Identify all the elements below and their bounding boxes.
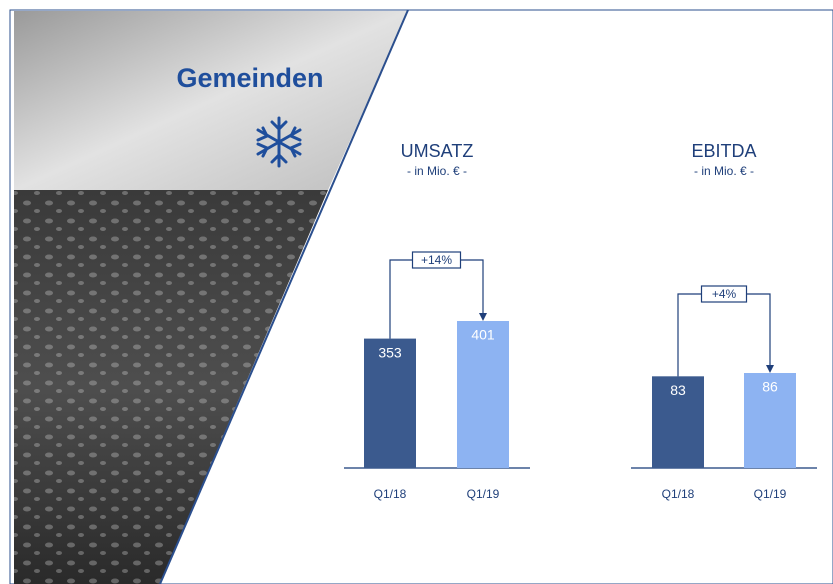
value-label: 401 — [471, 327, 495, 343]
photo-top — [14, 11, 408, 190]
chart-title: EBITDA — [691, 141, 756, 161]
bar — [744, 373, 796, 468]
chart-title: UMSATZ — [401, 141, 474, 161]
x-tick-label: Q1/18 — [374, 487, 407, 501]
annotation: +14% — [421, 253, 452, 267]
value-label: 83 — [670, 382, 686, 398]
slide-title: Gemeinden — [176, 63, 323, 93]
snowflake-icon — [256, 116, 302, 168]
diagonal — [159, 9, 409, 584]
chart-subtitle: - in Mio. € - — [407, 164, 467, 178]
value-label: 86 — [762, 379, 778, 395]
photo-texture — [14, 190, 328, 584]
annotation-box — [411, 251, 462, 269]
x-tick-label: Q1/18 — [662, 487, 695, 501]
annotation: +4% — [712, 287, 737, 301]
growth-arrow — [460, 259, 484, 319]
growth-arrow — [746, 293, 771, 371]
arrow-head — [479, 313, 487, 321]
growth-arrow — [677, 293, 702, 377]
bar — [457, 321, 509, 468]
x-tick-label: Q1/19 — [754, 487, 787, 501]
bar — [364, 338, 416, 468]
chart-subtitle: - in Mio. € - — [694, 164, 754, 178]
arrow-head — [766, 365, 774, 373]
bar — [652, 376, 704, 468]
annotation-box — [700, 285, 748, 303]
growth-arrow — [389, 259, 413, 339]
value-label: 353 — [378, 344, 402, 360]
x-tick-label: Q1/19 — [467, 487, 500, 501]
